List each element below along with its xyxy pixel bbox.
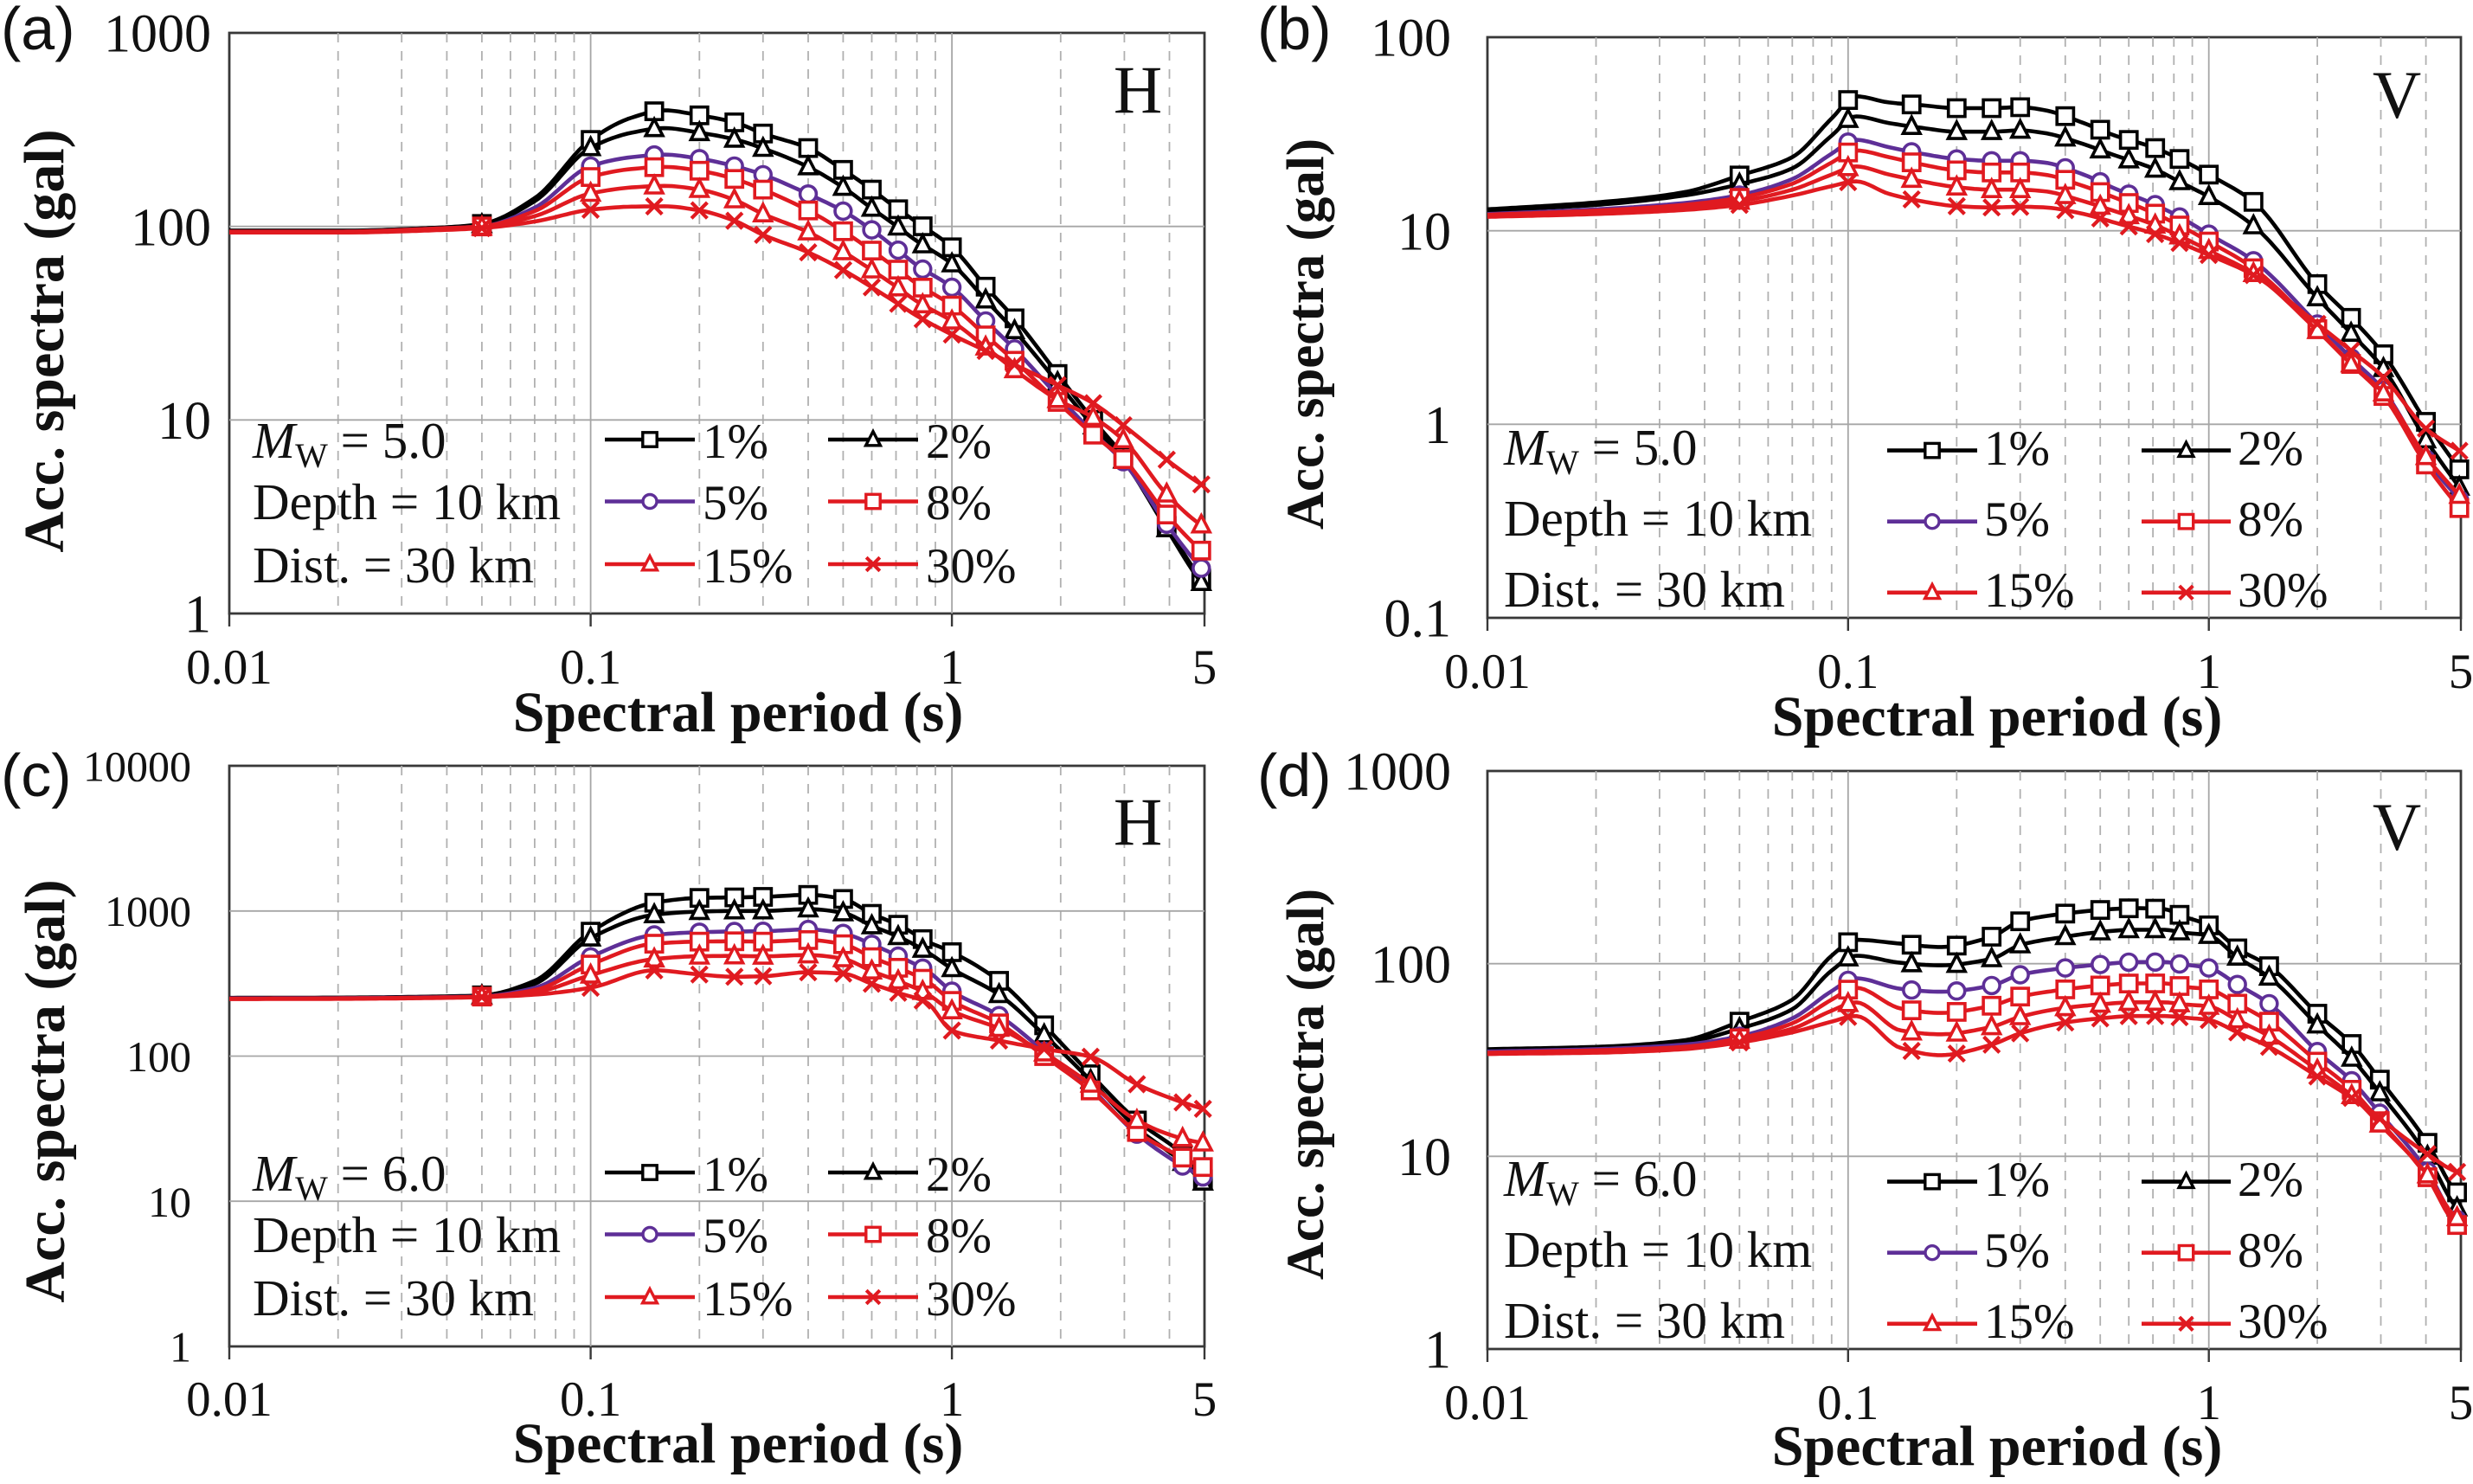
svg-text:(c): (c) <box>1 742 72 809</box>
svg-text:0.1: 0.1 <box>560 640 621 695</box>
svg-text:V: V <box>2373 57 2421 132</box>
svg-text:Spectral period (s): Spectral period (s) <box>513 681 964 744</box>
svg-text:V: V <box>2373 789 2421 864</box>
svg-text:Dist. = 30 km: Dist. = 30 km <box>1504 561 1785 618</box>
svg-text:10: 10 <box>1397 1128 1451 1187</box>
svg-text:5%: 5% <box>703 1209 768 1263</box>
svg-text:MW = 5.0: MW = 5.0 <box>252 412 446 475</box>
svg-text:MW = 6.0: MW = 6.0 <box>1503 1150 1697 1213</box>
svg-text:Acc. spectra (gal): Acc. spectra (gal) <box>14 879 77 1302</box>
svg-text:8%: 8% <box>926 476 992 530</box>
svg-text:Acc. spectra (gal): Acc. spectra (gal) <box>1277 889 1335 1280</box>
svg-text:(a): (a) <box>1 0 75 62</box>
svg-text:0.1: 0.1 <box>1817 1376 1879 1430</box>
svg-text:H: H <box>1114 784 1162 859</box>
svg-text:1: 1 <box>184 586 211 645</box>
svg-text:H: H <box>1114 52 1162 127</box>
svg-text:Spectral period (s): Spectral period (s) <box>513 1412 964 1475</box>
svg-text:1%: 1% <box>1984 1153 2050 1207</box>
svg-text:MW = 6.0: MW = 6.0 <box>252 1145 446 1208</box>
svg-text:0.01: 0.01 <box>186 640 273 695</box>
svg-text:1%: 1% <box>1984 421 2050 476</box>
svg-text:Depth = 10 km: Depth = 10 km <box>253 1206 561 1263</box>
svg-text:1: 1 <box>2196 1376 2221 1430</box>
svg-text:0.01: 0.01 <box>1444 645 1531 699</box>
svg-text:100: 100 <box>1371 10 1451 68</box>
svg-text:30%: 30% <box>2238 563 2328 618</box>
svg-text:(b): (b) <box>1257 0 1332 62</box>
svg-text:1000: 1000 <box>105 887 191 935</box>
svg-text:10: 10 <box>1397 202 1451 261</box>
svg-text:5: 5 <box>1192 640 1217 695</box>
svg-text:2%: 2% <box>2238 1153 2303 1207</box>
svg-text:2%: 2% <box>2238 421 2303 476</box>
svg-text:5: 5 <box>1192 1372 1217 1427</box>
svg-text:5: 5 <box>2449 645 2473 699</box>
svg-text:30%: 30% <box>926 539 1016 594</box>
svg-text:2%: 2% <box>926 414 992 469</box>
svg-text:0.01: 0.01 <box>186 1372 273 1427</box>
svg-text:5: 5 <box>2449 1376 2473 1430</box>
svg-text:15%: 15% <box>703 539 793 594</box>
svg-text:8%: 8% <box>926 1209 992 1263</box>
svg-text:0.1: 0.1 <box>560 1372 621 1427</box>
svg-text:10: 10 <box>157 392 211 451</box>
svg-text:0.01: 0.01 <box>1444 1376 1531 1430</box>
svg-text:Depth = 10 km: Depth = 10 km <box>253 473 561 530</box>
svg-text:1: 1 <box>1424 396 1451 455</box>
svg-text:Dist. = 30 km: Dist. = 30 km <box>253 536 534 594</box>
svg-text:30%: 30% <box>926 1272 1016 1327</box>
svg-text:5%: 5% <box>1984 492 2050 547</box>
svg-text:1: 1 <box>2196 645 2221 699</box>
svg-text:Acc. spectra (gal): Acc. spectra (gal) <box>1277 138 1335 530</box>
svg-text:15%: 15% <box>1984 1294 2074 1349</box>
svg-text:Spectral period (s): Spectral period (s) <box>1772 1415 2223 1478</box>
svg-text:Depth = 10 km: Depth = 10 km <box>1504 490 1812 547</box>
svg-text:10000: 10000 <box>83 742 191 791</box>
svg-text:(d): (d) <box>1257 742 1332 809</box>
svg-text:Acc. spectra (gal): Acc. spectra (gal) <box>13 129 76 552</box>
svg-text:1: 1 <box>940 640 965 695</box>
svg-text:5%: 5% <box>1984 1224 2050 1278</box>
svg-text:10: 10 <box>148 1178 191 1226</box>
svg-text:1000: 1000 <box>104 5 211 64</box>
svg-text:1: 1 <box>170 1323 191 1372</box>
svg-text:1: 1 <box>1424 1321 1451 1380</box>
svg-text:2%: 2% <box>926 1147 992 1202</box>
svg-text:1: 1 <box>940 1372 965 1427</box>
svg-text:1%: 1% <box>703 1147 768 1202</box>
svg-text:100: 100 <box>1371 935 1451 994</box>
svg-text:Dist. = 30 km: Dist. = 30 km <box>253 1269 534 1327</box>
svg-text:Depth = 10 km: Depth = 10 km <box>1504 1221 1812 1278</box>
svg-text:8%: 8% <box>2238 1224 2303 1278</box>
svg-text:30%: 30% <box>2238 1294 2328 1349</box>
svg-text:100: 100 <box>126 1032 191 1081</box>
svg-text:0.1: 0.1 <box>1817 645 1879 699</box>
svg-text:0.1: 0.1 <box>1384 590 1452 649</box>
svg-text:15%: 15% <box>703 1272 793 1327</box>
svg-text:1000: 1000 <box>1344 743 1451 802</box>
svg-text:Dist. = 30 km: Dist. = 30 km <box>1504 1292 1785 1349</box>
svg-text:1%: 1% <box>703 414 768 469</box>
svg-text:MW = 5.0: MW = 5.0 <box>1503 419 1697 482</box>
svg-text:Spectral period (s): Spectral period (s) <box>1772 685 2223 748</box>
svg-text:15%: 15% <box>1984 563 2074 618</box>
svg-text:100: 100 <box>131 198 211 257</box>
svg-text:8%: 8% <box>2238 492 2303 547</box>
svg-text:5%: 5% <box>703 476 768 530</box>
